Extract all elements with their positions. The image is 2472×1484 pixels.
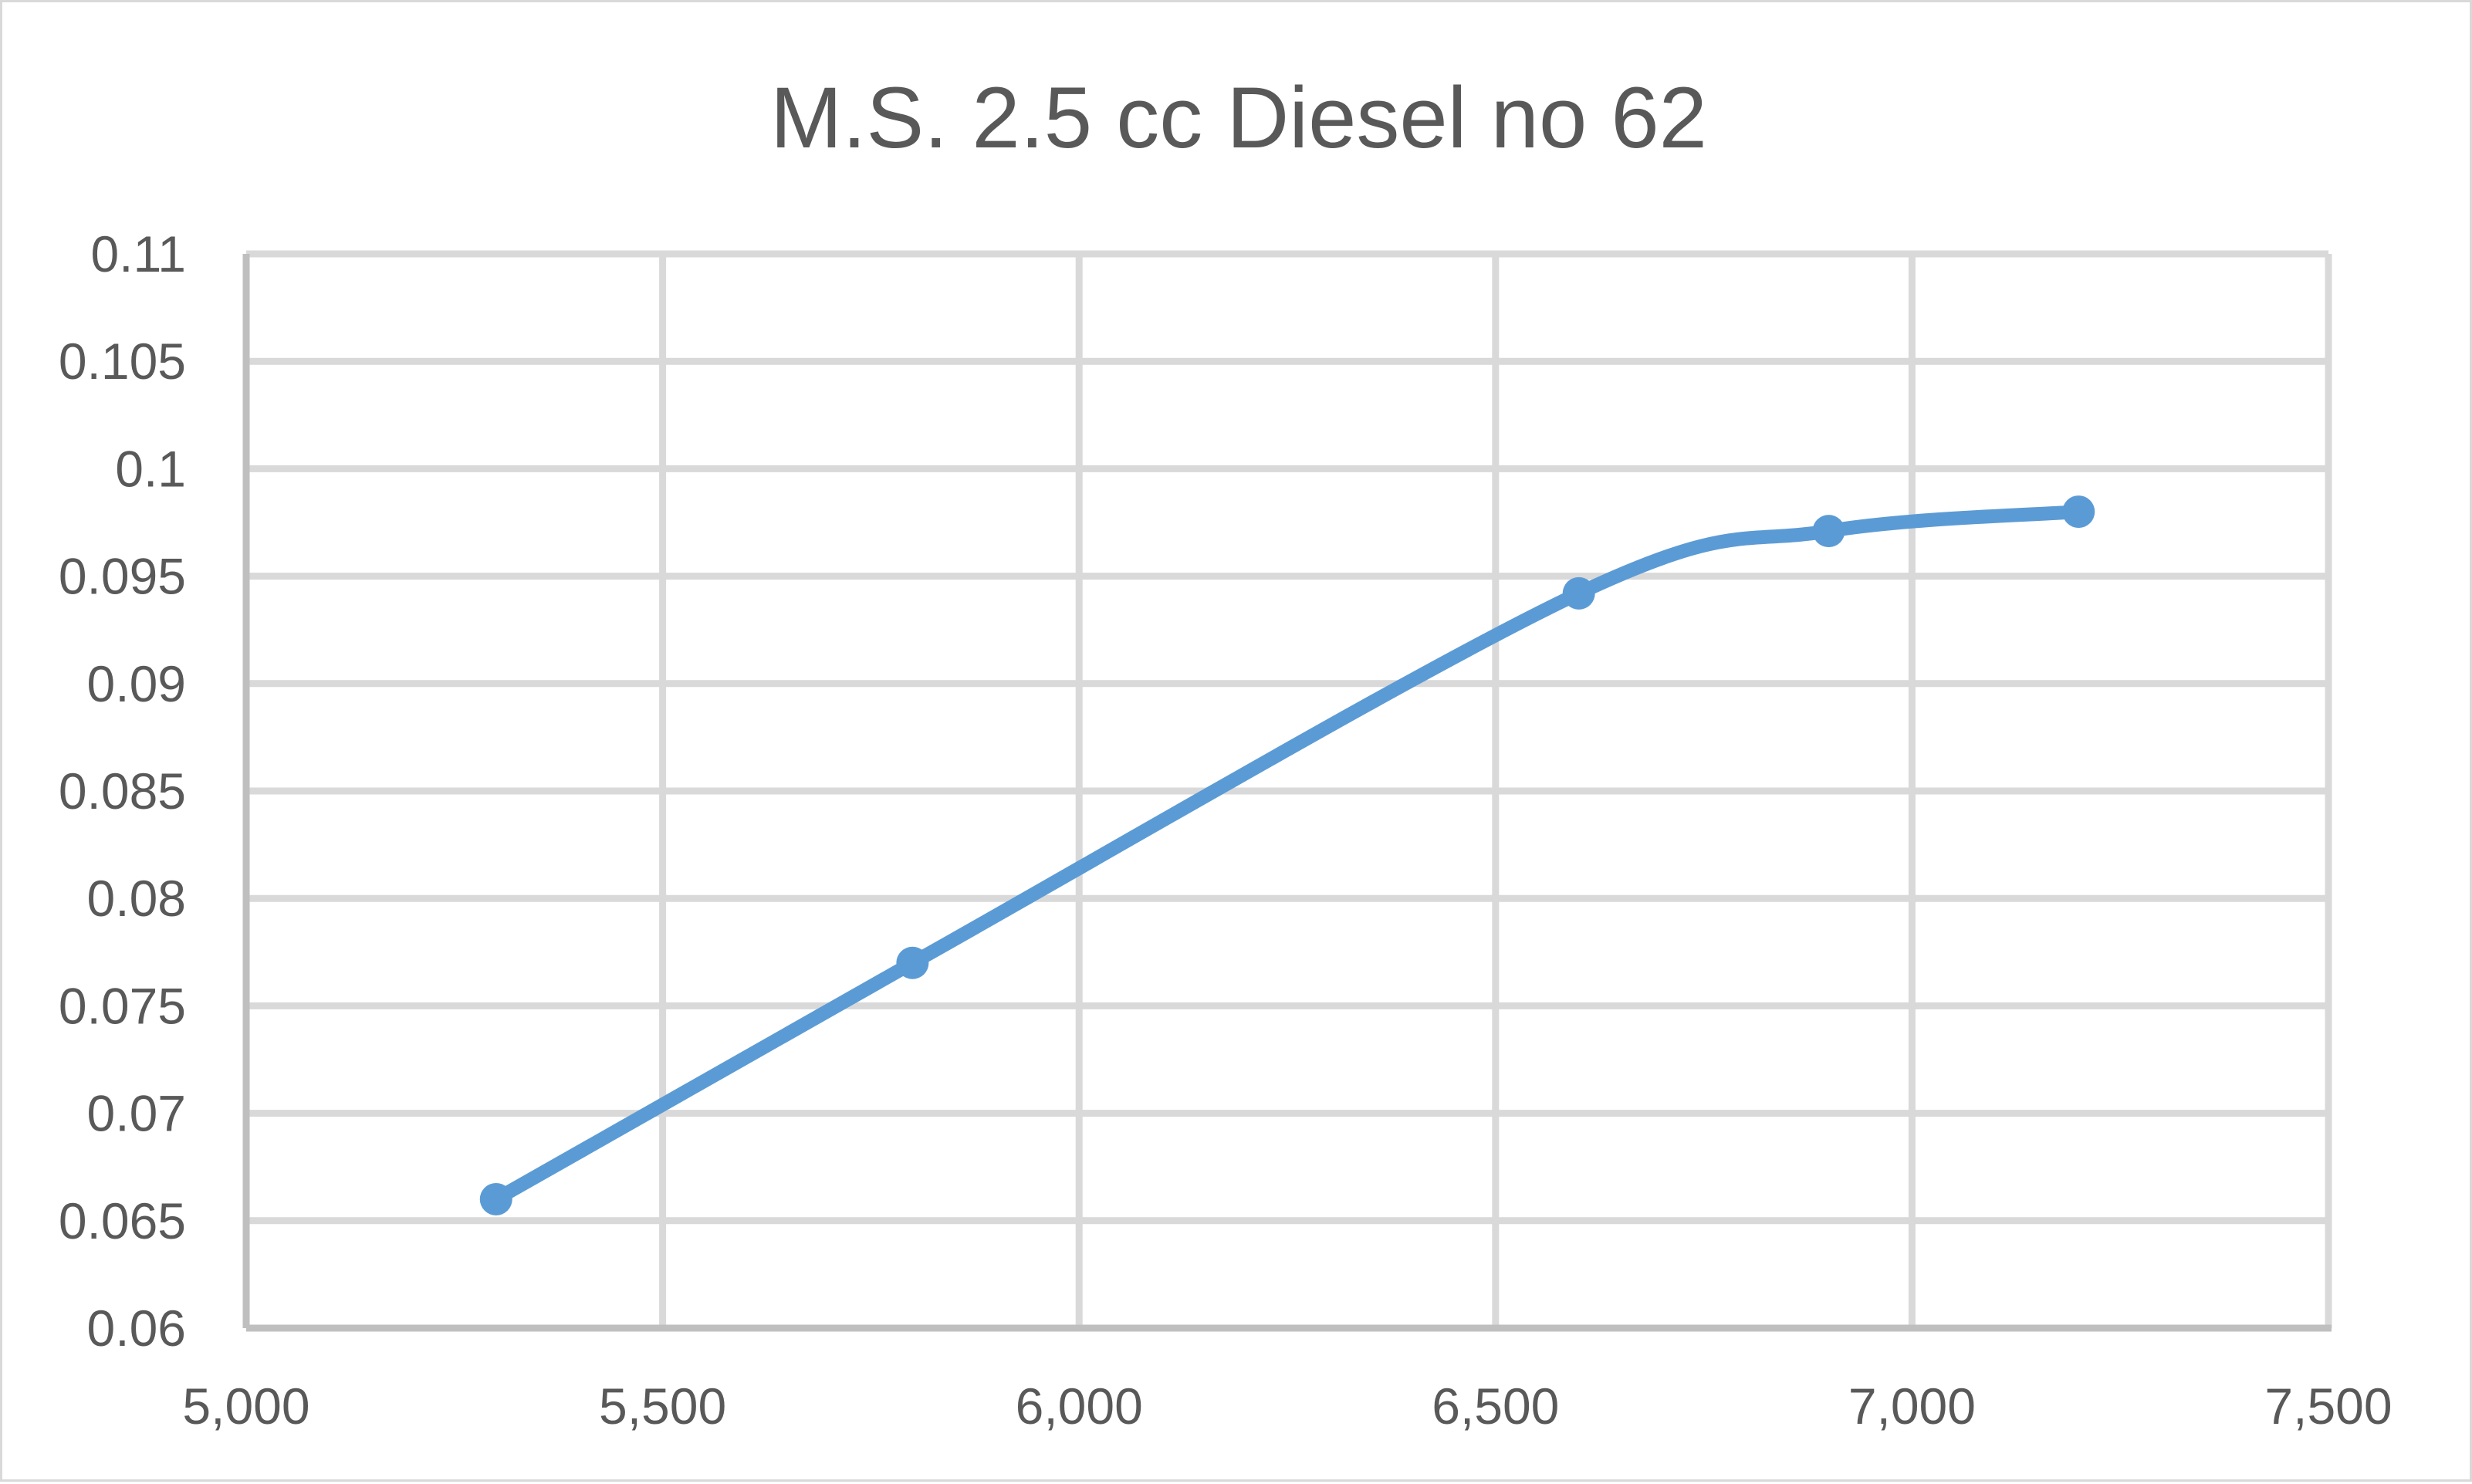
- data-point: [2062, 495, 2095, 529]
- x-tick-label: 6,000: [1016, 1378, 1143, 1435]
- y-tick-label: 0.075: [59, 977, 186, 1034]
- data-point: [479, 1182, 512, 1215]
- x-tick-label: 5,000: [182, 1378, 309, 1435]
- y-tick-label: 0.07: [87, 1085, 186, 1142]
- x-tick-label: 6,500: [1432, 1378, 1559, 1435]
- data-point: [1812, 515, 1845, 548]
- data-point: [896, 946, 929, 979]
- y-tick-label: 0.085: [59, 762, 186, 820]
- x-tick-labels: 5,000 5,500 6,000 6,500 7,000 7,500: [182, 1378, 2392, 1435]
- axes: [242, 254, 2332, 1332]
- y-tick-label: 0.09: [87, 655, 186, 712]
- gridlines: [246, 250, 2332, 1328]
- y-tick-label: 0.08: [87, 870, 186, 927]
- y-tick-label: 0.105: [59, 333, 186, 390]
- series-line: [489, 505, 2086, 1206]
- y-tick-label: 0.065: [59, 1192, 186, 1249]
- series-layer: [479, 495, 2095, 1215]
- x-tick-label: 7,500: [2264, 1378, 2392, 1435]
- y-tick-label: 0.095: [59, 548, 186, 605]
- y-tick-label: 0.11: [90, 225, 186, 282]
- y-tick-labels: 0.060.0650.070.0750.080.0850.090.0950.10…: [59, 225, 186, 1357]
- y-tick-label: 0.06: [87, 1300, 186, 1357]
- x-tick-label: 7,000: [1848, 1378, 1976, 1435]
- x-tick-label: 5,500: [599, 1378, 726, 1435]
- y-tick-label: 0.1: [115, 440, 186, 497]
- data-point: [1562, 576, 1595, 610]
- chart-title: M.S. 2.5 cc Diesel no 62: [770, 69, 1707, 166]
